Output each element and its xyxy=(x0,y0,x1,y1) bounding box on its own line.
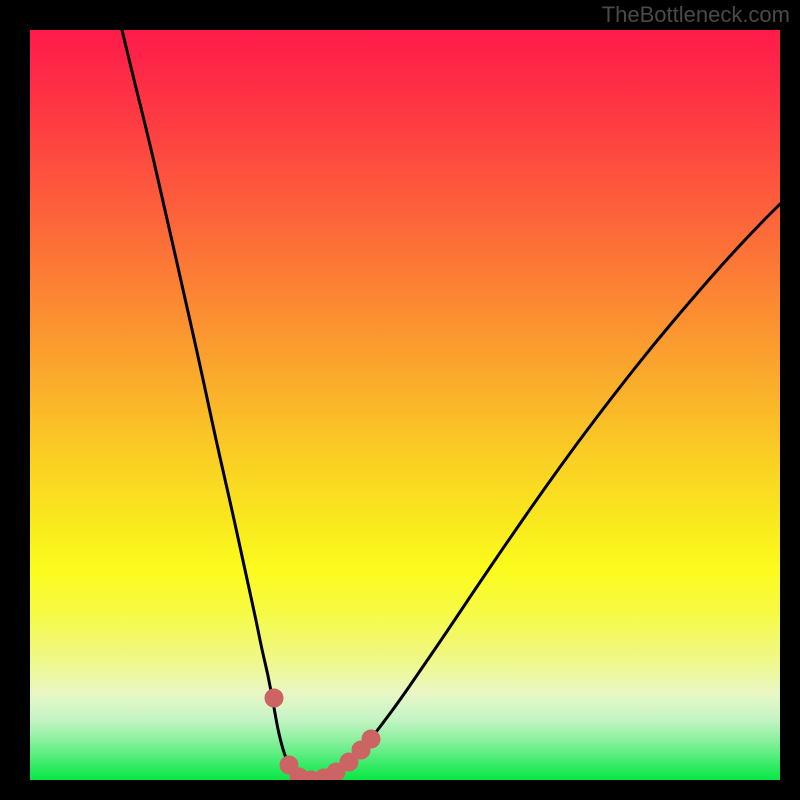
marker-dot xyxy=(362,730,380,748)
chart-svg xyxy=(30,30,780,780)
watermark-text: TheBottleneck.com xyxy=(602,2,790,28)
gradient-background xyxy=(30,30,780,780)
marker-dot xyxy=(265,689,283,707)
chart-container: TheBottleneck.com xyxy=(0,0,800,800)
plot-area xyxy=(30,30,780,780)
